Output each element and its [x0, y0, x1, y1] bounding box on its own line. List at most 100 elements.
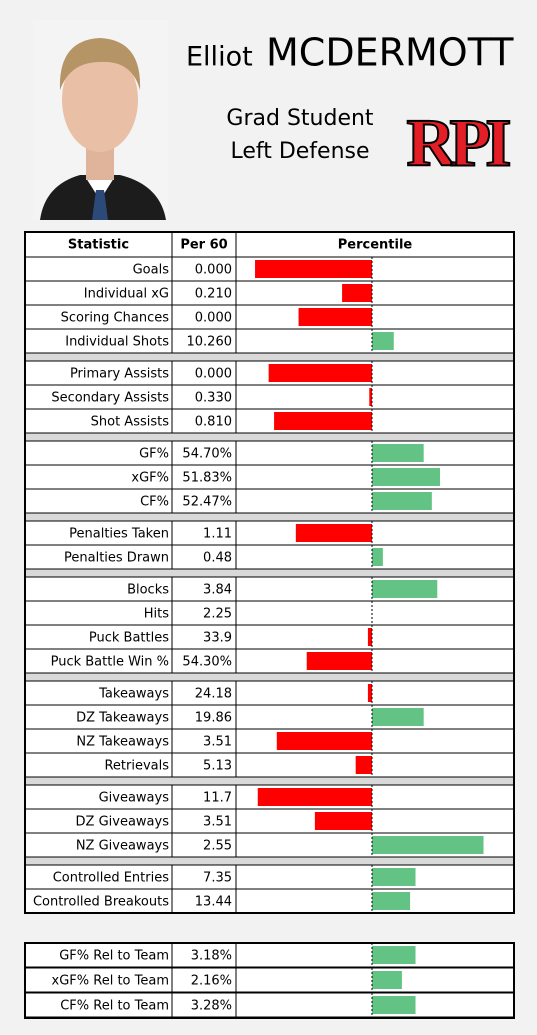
- percentile-bar: [372, 996, 416, 1014]
- per60-value: 7.35: [203, 871, 232, 886]
- row: [24, 942, 515, 968]
- percentile-bar: [372, 892, 411, 910]
- stat-name: DZ Takeaways: [76, 711, 169, 726]
- percentile-bar: [342, 284, 372, 302]
- per60-value: 10.260: [187, 335, 233, 350]
- per60-value: 0.210: [195, 287, 232, 302]
- per60-value: 2.25: [203, 607, 232, 622]
- row: [24, 576, 515, 602]
- stat-name: Retrievals: [104, 759, 169, 774]
- stat-name: Giveaways: [99, 791, 170, 806]
- percentile-bar: [276, 732, 372, 750]
- stat-name: xGF% Rel to Team: [52, 974, 169, 989]
- percentile-bar: [372, 946, 416, 964]
- row: [24, 752, 515, 778]
- row: [24, 728, 515, 754]
- per60-value: 1.11: [203, 527, 232, 542]
- row: [24, 648, 515, 674]
- per60-value: 3.84: [203, 583, 232, 598]
- percentile-bar: [372, 836, 484, 854]
- per60-value: 33.9: [203, 631, 232, 646]
- per60-value: 5.13: [203, 759, 232, 774]
- per60-value: 0.000: [195, 311, 232, 326]
- percentile-bar: [372, 332, 394, 350]
- per60-value: 3.18%: [191, 949, 232, 964]
- year: Grad Student: [226, 106, 374, 131]
- stat-name: Penalties Drawn: [64, 551, 169, 566]
- percentile-bar: [372, 468, 440, 486]
- stat-name: Scoring Chances: [61, 311, 170, 326]
- column-header: Statistic: [68, 238, 129, 253]
- percentile-bar: [372, 548, 383, 566]
- per60-value: 0.810: [195, 415, 232, 430]
- group-gap: [24, 776, 515, 786]
- per60-value: 0.000: [195, 263, 232, 278]
- stat-name: Individual xG: [84, 287, 169, 302]
- last-name: MCDERMOTT: [266, 31, 514, 75]
- row: [24, 520, 515, 546]
- per60-value: 2.16%: [191, 974, 232, 989]
- stat-name: NZ Takeaways: [76, 735, 169, 750]
- stat-name: Shot Assists: [91, 415, 170, 430]
- per60-value: 52.47%: [182, 495, 232, 510]
- player-photo: [33, 20, 168, 220]
- stat-name: CF%: [140, 495, 169, 510]
- stat-name: Controlled Breakouts: [33, 895, 169, 910]
- percentile-bar: [255, 260, 372, 278]
- per60-value: 51.83%: [182, 471, 232, 486]
- group-gap: [24, 352, 515, 362]
- per60-value: 3.51: [203, 735, 232, 750]
- group-gap: [24, 856, 515, 866]
- percentile-bar: [372, 492, 432, 510]
- percentile-bar: [298, 308, 372, 326]
- stats-table: Statistic Per 60 Percentile Goals 0.000 Indiv…: [24, 231, 515, 1019]
- team-logo: RPI: [406, 105, 510, 181]
- stat-name: GF%: [139, 447, 169, 462]
- table-border: [24, 942, 515, 1019]
- per60-value: 2.55: [203, 839, 232, 854]
- per60-value: 19.86: [195, 711, 232, 726]
- row: [24, 464, 515, 490]
- row: [24, 488, 515, 514]
- per60-value: 24.18: [195, 687, 232, 702]
- per60-value: 54.30%: [182, 655, 232, 670]
- stat-name: NZ Giveaways: [76, 839, 169, 854]
- stat-name: Secondary Assists: [51, 391, 169, 406]
- per60-value: 0.48: [203, 551, 232, 566]
- per60-value: 13.44: [195, 895, 232, 910]
- group-gap: [24, 512, 515, 522]
- percentile-bar: [257, 788, 372, 806]
- row: [24, 544, 515, 570]
- stat-name: Controlled Entries: [53, 871, 169, 886]
- stat-name: Goals: [133, 263, 170, 278]
- per60-value: 11.7: [203, 791, 232, 806]
- row: [24, 992, 515, 1018]
- percentile-bar: [314, 812, 372, 830]
- stat-name: GF% Rel to Team: [59, 949, 169, 964]
- stat-name: Hits: [144, 607, 169, 622]
- stat-name: Puck Battle Win %: [51, 655, 169, 670]
- percentile-bar: [268, 364, 372, 382]
- row: [24, 384, 515, 410]
- stat-name: Primary Assists: [70, 367, 169, 382]
- stat-name: DZ Giveaways: [76, 815, 170, 830]
- percentile-bar: [355, 756, 372, 774]
- group-gap: [24, 568, 515, 578]
- column-header: Percentile: [338, 238, 413, 253]
- percentile-bar: [369, 388, 372, 406]
- row: [24, 600, 515, 626]
- percentile-bar: [372, 971, 402, 989]
- row: [24, 328, 515, 354]
- first-name: Elliot: [186, 42, 253, 73]
- per60-value: 0.330: [195, 391, 232, 406]
- percentile-bar: [274, 412, 372, 430]
- percentile-bar: [372, 580, 438, 598]
- percentile-bar: [306, 652, 372, 670]
- stat-name: Individual Shots: [65, 335, 169, 350]
- row: [24, 680, 515, 706]
- row: [24, 440, 515, 466]
- percentile-bar: [372, 708, 424, 726]
- percentile-bar: [367, 628, 372, 646]
- stat-name: Blocks: [127, 583, 169, 598]
